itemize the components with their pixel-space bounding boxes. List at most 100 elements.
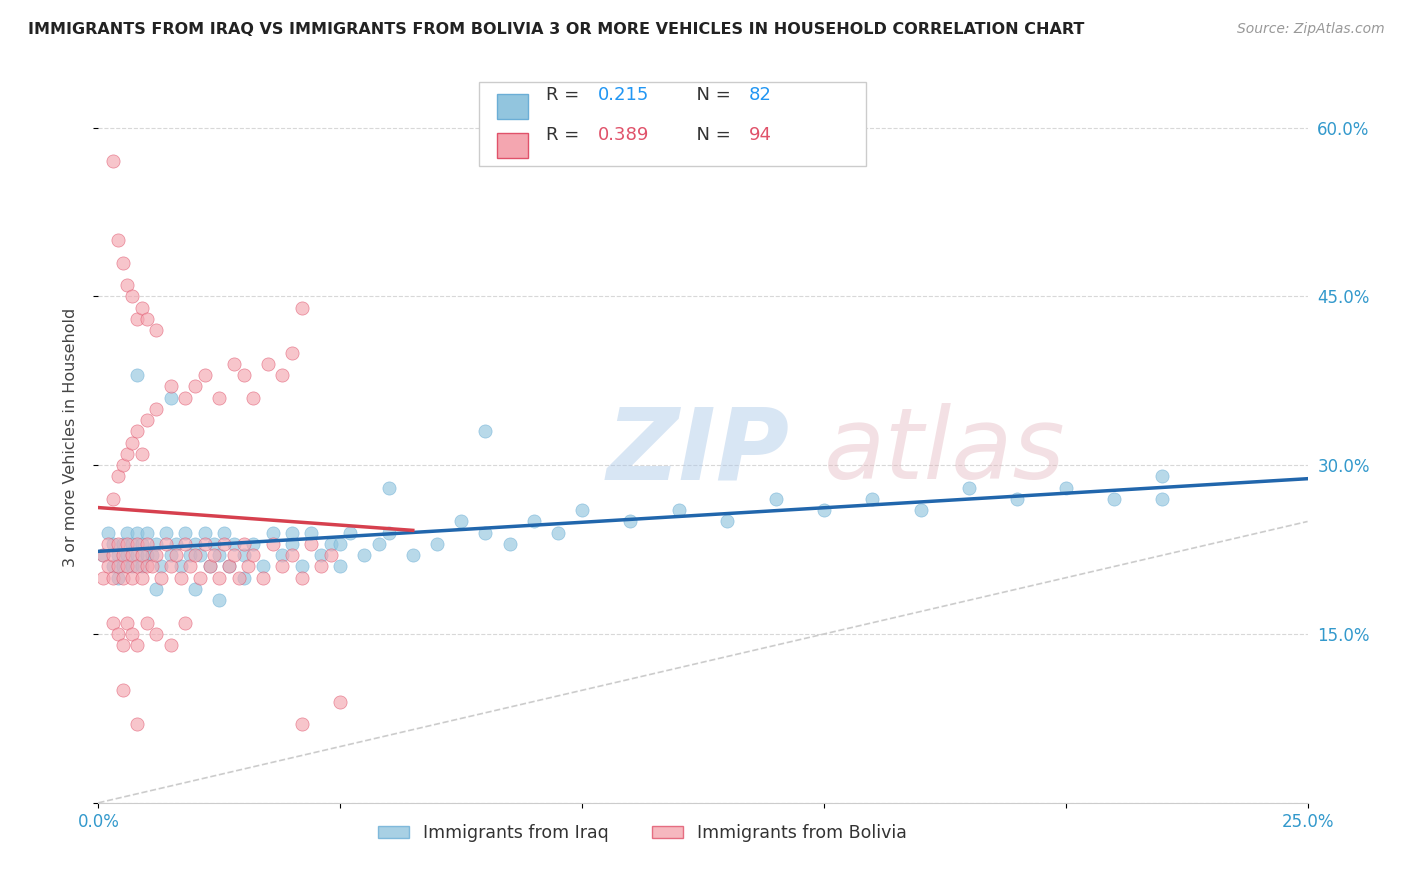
Point	[271, 368, 294, 383]
Point	[204, 537, 226, 551]
Point	[252, 571, 274, 585]
Point	[169, 571, 191, 585]
Point	[1152, 469, 1174, 483]
Point	[619, 515, 641, 529]
Point	[145, 582, 167, 596]
Point	[91, 571, 114, 585]
Point	[127, 525, 149, 540]
Point	[179, 559, 201, 574]
Point	[145, 401, 167, 416]
Text: 0.215: 0.215	[598, 86, 650, 103]
Point	[353, 548, 375, 562]
Point	[107, 469, 129, 483]
Point	[155, 525, 177, 540]
Point	[117, 548, 139, 562]
Point	[165, 548, 187, 562]
Point	[242, 537, 264, 551]
Point	[309, 548, 332, 562]
Point	[329, 559, 352, 574]
Point	[368, 537, 391, 551]
Point	[127, 717, 149, 731]
Point	[339, 525, 361, 540]
Text: 94: 94	[749, 126, 772, 144]
Point	[208, 548, 231, 562]
Point	[135, 559, 157, 574]
Point	[377, 481, 399, 495]
Point	[111, 255, 134, 269]
Point	[232, 537, 254, 551]
Text: ZIP: ZIP	[606, 403, 789, 500]
Text: 82: 82	[749, 86, 772, 103]
Point	[262, 525, 284, 540]
Point	[184, 548, 207, 562]
Point	[145, 323, 167, 337]
Point	[238, 559, 260, 574]
Point	[165, 537, 187, 551]
Point	[131, 548, 153, 562]
Point	[319, 548, 342, 562]
Point	[218, 559, 240, 574]
Point	[160, 379, 183, 393]
Point	[402, 548, 425, 562]
Point	[571, 503, 593, 517]
Point	[111, 458, 134, 473]
Point	[131, 447, 153, 461]
Point	[218, 559, 240, 574]
Point	[107, 548, 129, 562]
Text: 0.389: 0.389	[598, 126, 650, 144]
Point	[271, 559, 294, 574]
Point	[131, 559, 153, 574]
Point	[111, 559, 134, 574]
Point	[117, 559, 139, 574]
Point	[252, 559, 274, 574]
Point	[299, 525, 322, 540]
Point	[111, 683, 134, 698]
Point	[498, 537, 520, 551]
Point	[107, 537, 129, 551]
Point	[198, 559, 221, 574]
Point	[208, 593, 231, 607]
Point	[131, 301, 153, 315]
Text: R =: R =	[546, 86, 585, 103]
Bar	[498, 133, 527, 158]
Point	[204, 548, 226, 562]
Point	[107, 627, 129, 641]
Point	[174, 391, 197, 405]
Point	[135, 312, 157, 326]
Text: N =: N =	[685, 126, 737, 144]
Point	[474, 525, 496, 540]
Text: N =: N =	[685, 86, 737, 103]
Point	[160, 638, 183, 652]
Point	[194, 537, 217, 551]
Point	[135, 525, 157, 540]
Point	[145, 548, 167, 562]
Point	[121, 289, 143, 303]
Point	[107, 233, 129, 247]
Point	[121, 627, 143, 641]
Point	[212, 525, 235, 540]
Point	[135, 413, 157, 427]
Point	[290, 301, 312, 315]
Point	[329, 537, 352, 551]
Point	[121, 559, 143, 574]
Point	[319, 537, 342, 551]
Point	[256, 357, 278, 371]
Point	[957, 481, 980, 495]
Point	[184, 379, 207, 393]
Point	[242, 548, 264, 562]
Text: atlas: atlas	[824, 403, 1066, 500]
Point	[450, 515, 472, 529]
Point	[121, 548, 143, 562]
Text: Source: ZipAtlas.com: Source: ZipAtlas.com	[1237, 22, 1385, 37]
Point	[309, 559, 332, 574]
Point	[101, 491, 124, 506]
Text: IMMIGRANTS FROM IRAQ VS IMMIGRANTS FROM BOLIVIA 3 OR MORE VEHICLES IN HOUSEHOLD : IMMIGRANTS FROM IRAQ VS IMMIGRANTS FROM …	[28, 22, 1084, 37]
Point	[111, 548, 134, 562]
Point	[765, 491, 787, 506]
Point	[174, 615, 197, 630]
Point	[232, 368, 254, 383]
Point	[131, 571, 153, 585]
Point	[198, 559, 221, 574]
Point	[222, 548, 245, 562]
Point	[523, 515, 546, 529]
